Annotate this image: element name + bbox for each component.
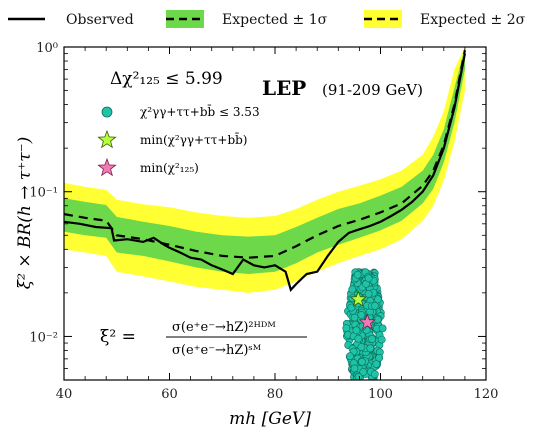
y-tick-label: 10⁻¹ — [29, 186, 58, 201]
scatter-point — [352, 326, 361, 335]
x-tick-label: 40 — [56, 387, 73, 402]
scatter-point — [359, 368, 368, 376]
formula-lhs: ξ² = — [100, 327, 136, 347]
scatter-point — [347, 303, 356, 312]
scatter-point — [373, 295, 382, 304]
lep-label-bold: LEP — [262, 76, 306, 100]
x-tick-label: 100 — [368, 387, 393, 402]
scatter-point — [366, 344, 375, 353]
scatter-point — [354, 372, 363, 380]
x-tick-label: 120 — [474, 387, 499, 402]
scatter-point — [372, 360, 381, 368]
scatter-point — [370, 301, 379, 310]
axis-ticks: 40 60 80 100 120 10⁻² 10⁻¹ 10⁰ — [29, 41, 498, 402]
delta-chi-annotation: Δχ²₁₂₅ ≤ 5.99 — [110, 69, 223, 89]
star-pink-legend-label: min(χ²₁₂₅) — [140, 161, 199, 175]
scatter-point — [350, 364, 359, 373]
scatter-point — [350, 313, 359, 322]
stars — [349, 290, 376, 330]
star-min-chi2-125 — [358, 313, 376, 330]
star-green-legend-label: min(χ²γγ+ττ+bb̄) — [140, 131, 247, 147]
scatter-point — [364, 274, 373, 283]
legend-1sigma-label: Expected ± 1σ — [222, 12, 328, 28]
scatter-point — [377, 335, 386, 344]
scatter-point — [357, 357, 366, 366]
star-green-legend-marker — [97, 129, 117, 149]
scatter-point — [357, 310, 366, 319]
x-axis-label: mh [GeV] — [229, 409, 311, 429]
scatter-points — [342, 268, 387, 380]
scatter-point — [364, 289, 373, 298]
legend-2sigma-label: Expected ± 2σ — [420, 12, 526, 28]
scatter-point — [378, 324, 387, 333]
scatter-point — [346, 352, 354, 361]
star-pink-legend-marker — [97, 157, 117, 177]
scatter-point — [370, 370, 379, 379]
legend-observed-label: Observed — [66, 12, 134, 28]
lep-range-label: (91-209 GeV) — [322, 81, 423, 99]
y-axis-label: ξ² × BR(h → τ⁺τ⁻) — [15, 137, 35, 290]
y-tick-label: 10⁰ — [36, 41, 58, 56]
x-tick-label: 60 — [161, 387, 178, 402]
scatter-point — [342, 324, 351, 333]
expected-line — [64, 49, 466, 259]
scatter-point — [354, 334, 363, 343]
x-tick-label: 80 — [267, 387, 284, 402]
observed-line — [64, 53, 466, 292]
y-tick-label: 10⁻² — [29, 330, 58, 345]
star-min-chi2-gg-tautau-bb — [349, 290, 368, 307]
scatter-point — [348, 285, 357, 294]
scatter-legend-label: χ²γγ+ττ+bb̄ ≤ 3.53 — [140, 103, 260, 119]
formula-denominator: σ(e⁺e⁻→hZ)ˢᴹ — [172, 343, 261, 358]
scatter-point — [367, 335, 376, 343]
scatter-point — [357, 343, 366, 351]
formula-numerator: σ(e⁺e⁻→hZ)²ᴴᴰᴹ — [172, 320, 276, 335]
legend: Observed Expected ± 1σ Expected ± 2σ — [8, 10, 526, 28]
scatter-legend-marker — [101, 106, 113, 118]
scatter-point — [353, 270, 362, 279]
